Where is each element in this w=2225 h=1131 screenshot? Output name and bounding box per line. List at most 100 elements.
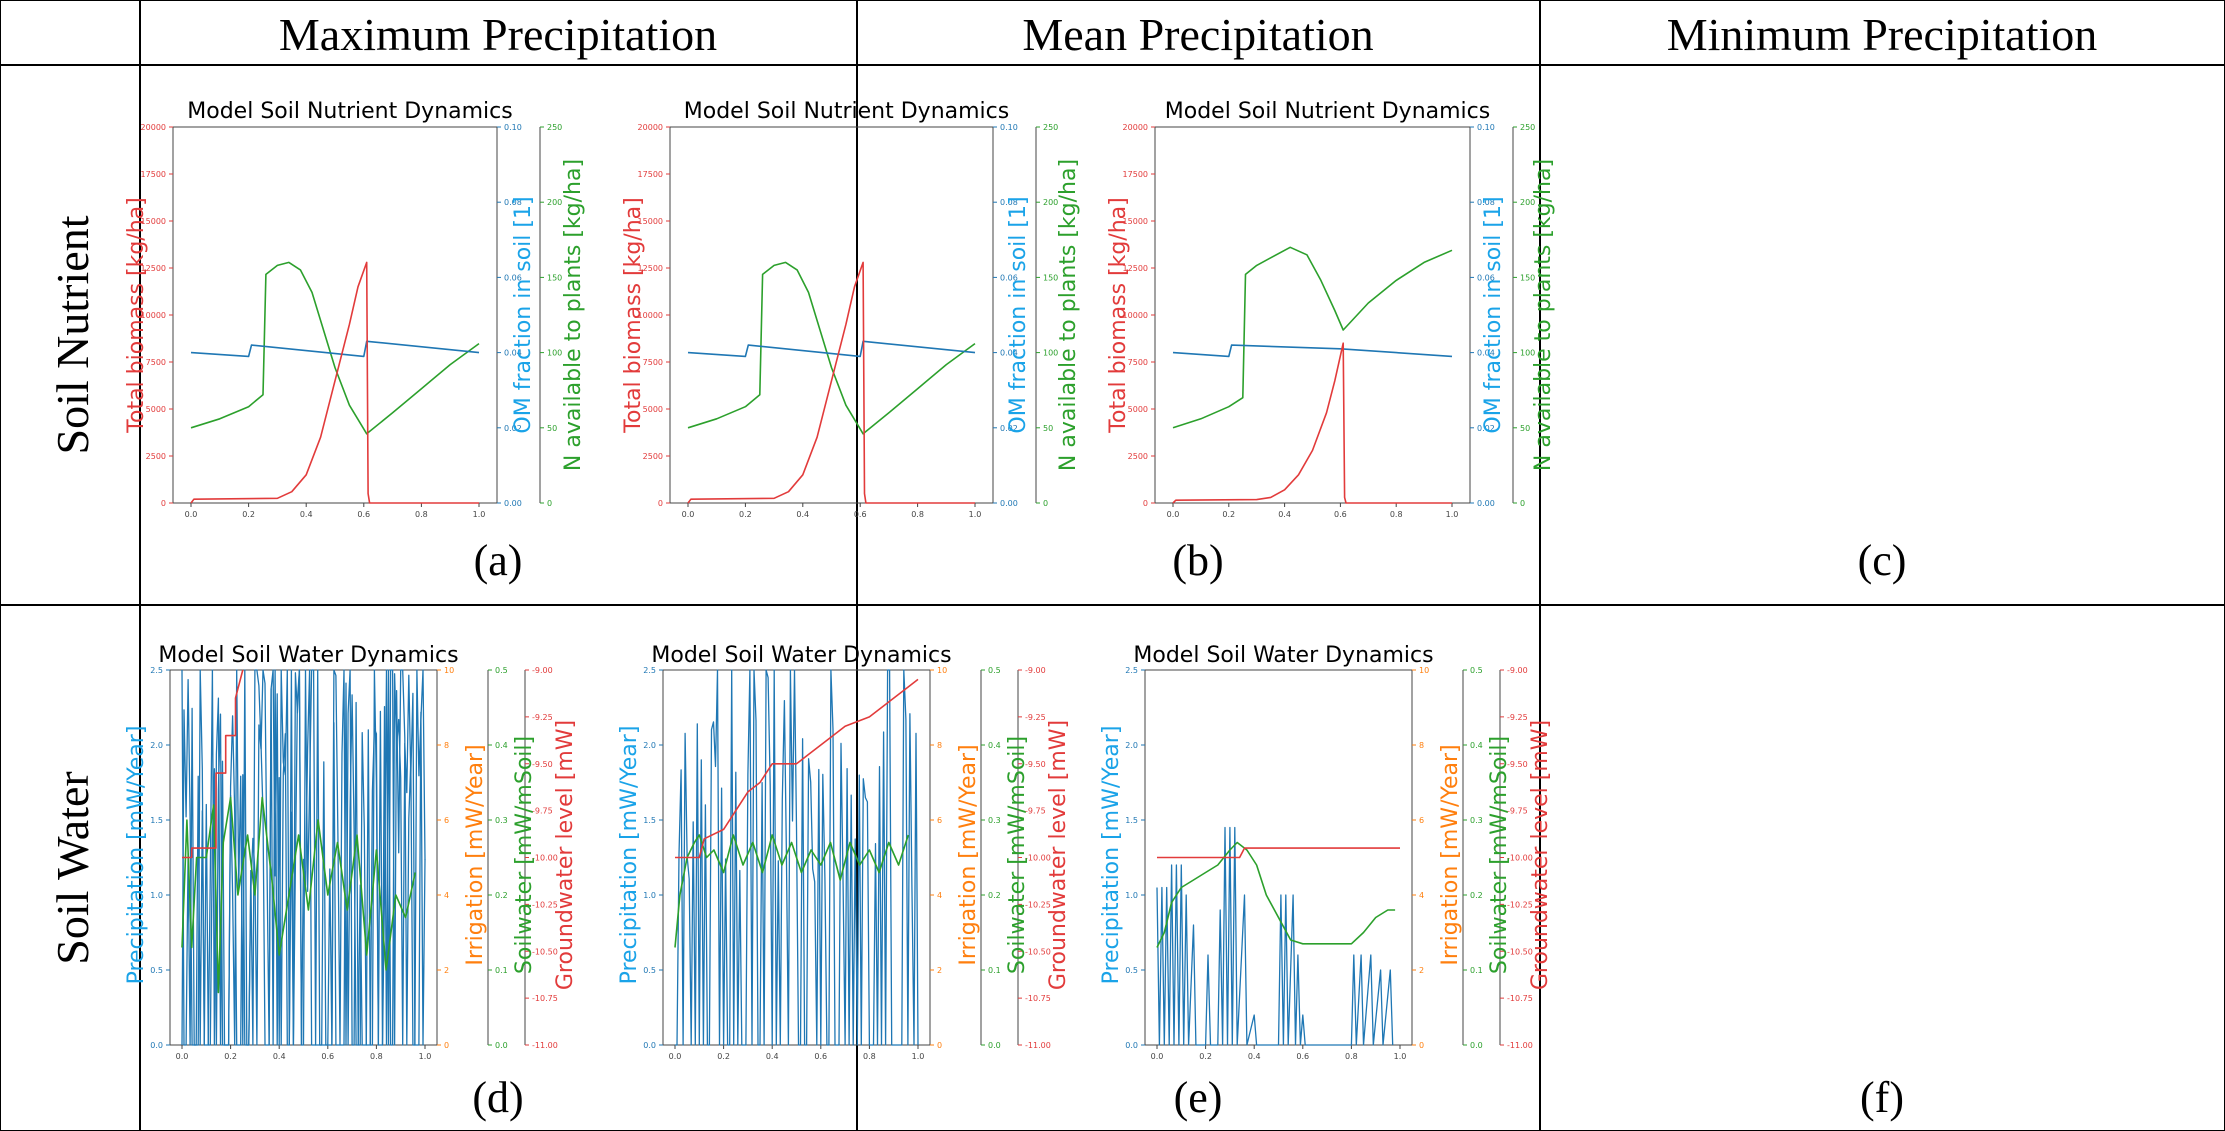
x-tick-label: 0.2 — [739, 510, 752, 519]
x-tick-label: 0.8 — [863, 1052, 876, 1061]
chart-title: Model Soil Water Dynamics — [651, 643, 951, 668]
left-axis-tick-label: 15000 — [638, 217, 663, 226]
right2-axis-label: Soilwater [mW/mSoil] — [1487, 736, 1512, 974]
panel-label-a: (a) — [474, 536, 523, 585]
right1-axis-tick-label: 0.06 — [504, 273, 522, 282]
right3-axis-tick-label: -9.25 — [532, 713, 553, 722]
right3-axis-tick-label: -10.75 — [1507, 994, 1533, 1003]
left-axis-label: Precipitation [mW/Year] — [124, 726, 149, 985]
right3-axis-tick-label: -10.25 — [1507, 900, 1533, 909]
precipitation-line — [675, 669, 919, 1046]
right1-axis-tick-label: 4 — [444, 891, 449, 900]
right1-axis-label: Irrigation [mW/Year] — [956, 744, 981, 965]
row-header-water: Soil Water — [47, 771, 98, 964]
water-chart-3: Model Soil Water Dynamics 0.0 0.2 0.4 0.6 0.8… — [1099, 643, 1553, 1061]
right1-axis-tick-label: 8 — [1419, 741, 1424, 750]
right1-axis-tick-label: 0.08 — [504, 198, 522, 207]
nitrogen-line — [190, 261, 480, 435]
nutrient-chart-3: Model Soil Nutrient Dynamics 0.0 0.2 0.4 0.6… — [1106, 99, 1556, 519]
right3-axis-tick-label: -10.00 — [1025, 854, 1051, 863]
right3-axis-tick-label: -10.50 — [1507, 947, 1533, 956]
left-axis-tick-label: 10000 — [141, 311, 166, 320]
right3-axis-tick-label: -10.75 — [532, 994, 558, 1003]
plot-frame — [662, 669, 931, 1046]
nitrogen-line — [687, 261, 976, 435]
left-axis-tick-label: 2.5 — [150, 666, 163, 675]
plot-frame — [172, 126, 498, 504]
nutrient-chart-1: Model Soil Nutrient Dynamics 0.0 0.2 0.4 0.6… — [124, 99, 586, 519]
right2-axis-tick-label: 0.0 — [495, 1041, 508, 1050]
left-axis-tick-label: 17500 — [638, 170, 663, 179]
right2-axis-tick-label: 0.1 — [988, 966, 1001, 975]
right1-axis-tick-label: 8 — [937, 741, 942, 750]
water-chart-1: Model Soil Water Dynamics 0.0 0.2 0.4 0.6 0.8… — [124, 643, 578, 1061]
left-axis-tick-label: 1.0 — [150, 891, 163, 900]
right1-axis-label: OM fraction in soil [1] — [1006, 196, 1031, 433]
nitrogen-line — [1172, 246, 1453, 429]
right3-axis-tick-label: -10.50 — [532, 947, 558, 956]
right2-axis-tick-label: 50 — [547, 424, 557, 433]
right2-axis-tick-label: 200 — [1043, 198, 1058, 207]
groundwater-line — [1157, 847, 1400, 859]
x-tick-label: 1.0 — [969, 510, 982, 519]
x-tick-label: 0.2 — [242, 510, 255, 519]
left-axis-tick-label: 0.5 — [150, 966, 163, 975]
x-tick-label: 1.0 — [1446, 510, 1459, 519]
right3-axis-tick-label: -10.25 — [1025, 900, 1051, 909]
right2-axis-tick-label: 250 — [547, 123, 562, 132]
left-axis-label: Precipitation [mW/Year] — [1099, 726, 1124, 985]
right2-axis-tick-label: 100 — [1043, 349, 1058, 358]
x-tick-label: 0.4 — [300, 510, 313, 519]
right1-axis-tick-label: 6 — [937, 816, 942, 825]
left-axis-label: Precipitation [mW/Year] — [617, 726, 642, 985]
right2-axis-tick-label: 0.4 — [1470, 741, 1483, 750]
left-axis-tick-label: 2.0 — [1125, 741, 1138, 750]
x-tick-label: 1.0 — [419, 1052, 432, 1061]
right2-axis-tick-label: 0.3 — [988, 816, 1001, 825]
x-tick-label: 0.2 — [1199, 1052, 1212, 1061]
right1-axis-tick-label: 2 — [937, 966, 942, 975]
right3-axis-tick-label: -11.00 — [1025, 1041, 1051, 1050]
right3-axis-tick-label: -9.00 — [532, 666, 553, 675]
right3-axis-tick-label: -9.50 — [1025, 760, 1046, 769]
right1-axis-tick-label: 0.10 — [1477, 123, 1495, 132]
right2-axis-tick-label: 150 — [1043, 273, 1058, 282]
left-axis-tick-label: 10000 — [638, 311, 663, 320]
left-axis-tick-label: 17500 — [1123, 170, 1148, 179]
right1-axis-tick-label: 10 — [444, 666, 454, 675]
right3-axis-tick-label: -9.75 — [1507, 807, 1528, 816]
x-tick-label: 0.4 — [796, 510, 809, 519]
right1-axis-tick-label: 0.08 — [1477, 198, 1495, 207]
right1-axis-tick-label: 10 — [937, 666, 947, 675]
right1-axis-tick-label: 4 — [937, 891, 942, 900]
left-axis-label: Total biomass [kg/ha] — [124, 197, 149, 433]
soilwater-line — [674, 834, 910, 948]
right1-axis-tick-label: 0.02 — [504, 424, 522, 433]
right3-axis-tick-label: -10.75 — [1025, 994, 1051, 1003]
precipitation-line — [1156, 826, 1394, 1046]
right3-axis-tick-label: -9.50 — [1507, 760, 1528, 769]
left-axis-tick-label: 0.5 — [643, 966, 656, 975]
left-axis-tick-label: 0 — [1143, 499, 1148, 508]
right1-axis-tick-label: 0.00 — [1000, 499, 1018, 508]
right1-axis-tick-label: 0 — [444, 1041, 449, 1050]
chart-title: Model Soil Water Dynamics — [158, 643, 458, 668]
right3-axis-tick-label: -9.00 — [1507, 666, 1528, 675]
right1-axis-label: OM fraction in soil [1] — [1481, 196, 1506, 433]
x-tick-label: 0.0 — [176, 1052, 189, 1061]
right2-axis-tick-label: 0.1 — [495, 966, 508, 975]
x-tick-label: 0.6 — [814, 1052, 827, 1061]
om-fraction-line — [190, 340, 480, 358]
right2-axis-label: N available to plants [kg/ha] — [1531, 159, 1556, 471]
left-axis-tick-label: 15000 — [141, 217, 166, 226]
right2-axis-tick-label: 100 — [547, 349, 562, 358]
left-axis-tick-label: 17500 — [141, 170, 166, 179]
right1-axis-tick-label: 2 — [1419, 966, 1424, 975]
right3-axis-tick-label: -9.00 — [1025, 666, 1046, 675]
right1-axis-tick-label: 0.00 — [504, 499, 522, 508]
left-axis-tick-label: 2500 — [643, 452, 663, 461]
left-axis-tick-label: 0.0 — [643, 1041, 656, 1050]
right2-axis-tick-label: 250 — [1520, 123, 1535, 132]
precipitation-line — [181, 669, 426, 1046]
